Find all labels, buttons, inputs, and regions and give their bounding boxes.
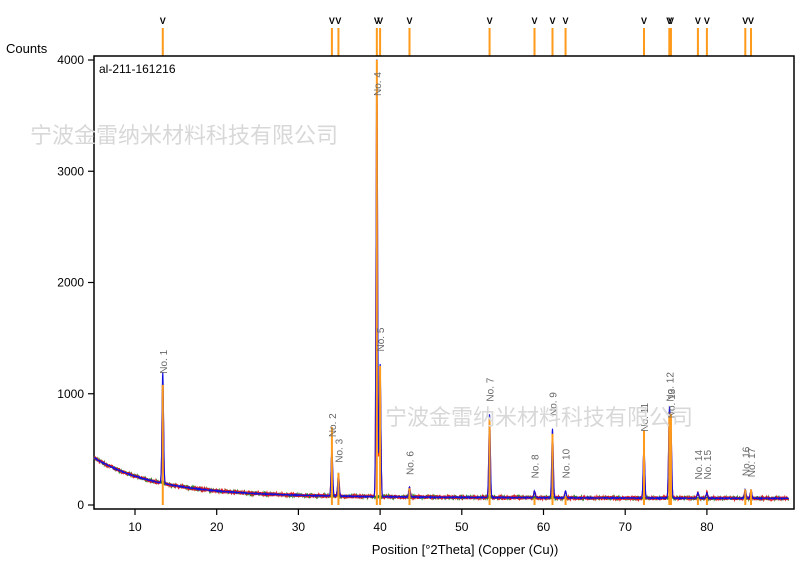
peak-label: No. 7 — [486, 377, 497, 401]
top-tick-marker: V — [641, 16, 647, 26]
x-tick-label: 70 — [619, 520, 633, 534]
y-tick-label: 3000 — [57, 164, 84, 178]
peak-label: No. 11 — [640, 402, 651, 431]
peak-labels: No. 1 No. 2No. 3 No. 4 No. 5 No. 6 No. 7 No. 8… — [159, 72, 758, 480]
top-tick-marker: V — [695, 16, 701, 26]
top-tick-marker: V — [666, 16, 672, 26]
y-tick-label: 2000 — [57, 276, 84, 290]
top-tick-marker: V — [549, 16, 555, 26]
peak-label: No. 3 — [334, 438, 345, 462]
top-tick-marker: V — [407, 16, 413, 26]
watermark-1: 宁波金雷纳米材料科技有限公司 — [30, 124, 339, 149]
peak-label: No. 6 — [406, 451, 417, 475]
x-tick-label: 20 — [210, 520, 224, 534]
top-tick-marker: V — [377, 16, 383, 26]
top-tick-marker: V — [748, 16, 754, 26]
top-tick-marker: V — [742, 16, 748, 26]
x-tick-label: 10 — [128, 520, 142, 534]
reference-tick-strip: V V V VV V V V V V V VV V V V V — [160, 16, 754, 56]
top-tick-marker: V — [335, 16, 341, 26]
chart-title: al-211-161216 — [99, 62, 176, 76]
top-tick-marker: V — [532, 16, 538, 26]
peak-label: No. 2 — [328, 413, 339, 437]
pattern-line — [93, 59, 790, 501]
peak-label: No. 8 — [531, 454, 542, 478]
top-tick-marker: V — [668, 16, 674, 26]
x-tick-label: 40 — [373, 520, 387, 534]
peak-label: No. 14 — [694, 450, 705, 480]
peak-label: No. 15 — [703, 450, 714, 480]
y-tick-label: 4000 — [57, 53, 84, 67]
peak-label: No. 1 — [159, 349, 170, 373]
peak-label: No. 12 — [665, 372, 676, 402]
y-axis: 0 1000 2000 3000 4000 — [57, 53, 94, 512]
peak-label: No. 16 — [741, 446, 752, 476]
pattern-traces — [93, 59, 790, 503]
top-tick-marker: V — [329, 16, 335, 26]
x-tick-label: 30 — [292, 520, 306, 534]
y-tick-label: 1000 — [57, 387, 84, 401]
pattern-line — [93, 96, 789, 503]
y-axis-label: Counts — [6, 41, 48, 56]
top-tick-marker: V — [374, 16, 380, 26]
peak-label: No. 5 — [376, 327, 387, 351]
watermark-2: 宁波金雷纳米材料科技有限公司 — [385, 406, 694, 431]
top-tick-marker: V — [487, 16, 493, 26]
x-tick-label: 60 — [537, 520, 551, 534]
peak-label: No. 9 — [548, 392, 559, 416]
peak-label: No. 17 — [747, 447, 758, 477]
reference-sticks — [161, 60, 753, 505]
x-axis-label: Position [°2Theta] (Copper (Cu)) — [372, 542, 559, 557]
top-tick-marker: V — [563, 16, 569, 26]
peak-label: No. 4 — [373, 72, 384, 96]
pattern-line — [93, 456, 790, 503]
top-tick-marker: V — [704, 16, 710, 26]
y-tick-label: 0 — [77, 498, 84, 512]
x-tick-label: 50 — [455, 520, 469, 534]
peak-label: No. 10 — [562, 448, 573, 478]
x-axis: 10 20 30 40 50 60 70 80 — [128, 509, 714, 534]
peak-label: No. 13 — [667, 388, 678, 418]
x-tick-label: 80 — [700, 520, 714, 534]
top-tick-marker: V — [160, 16, 166, 26]
